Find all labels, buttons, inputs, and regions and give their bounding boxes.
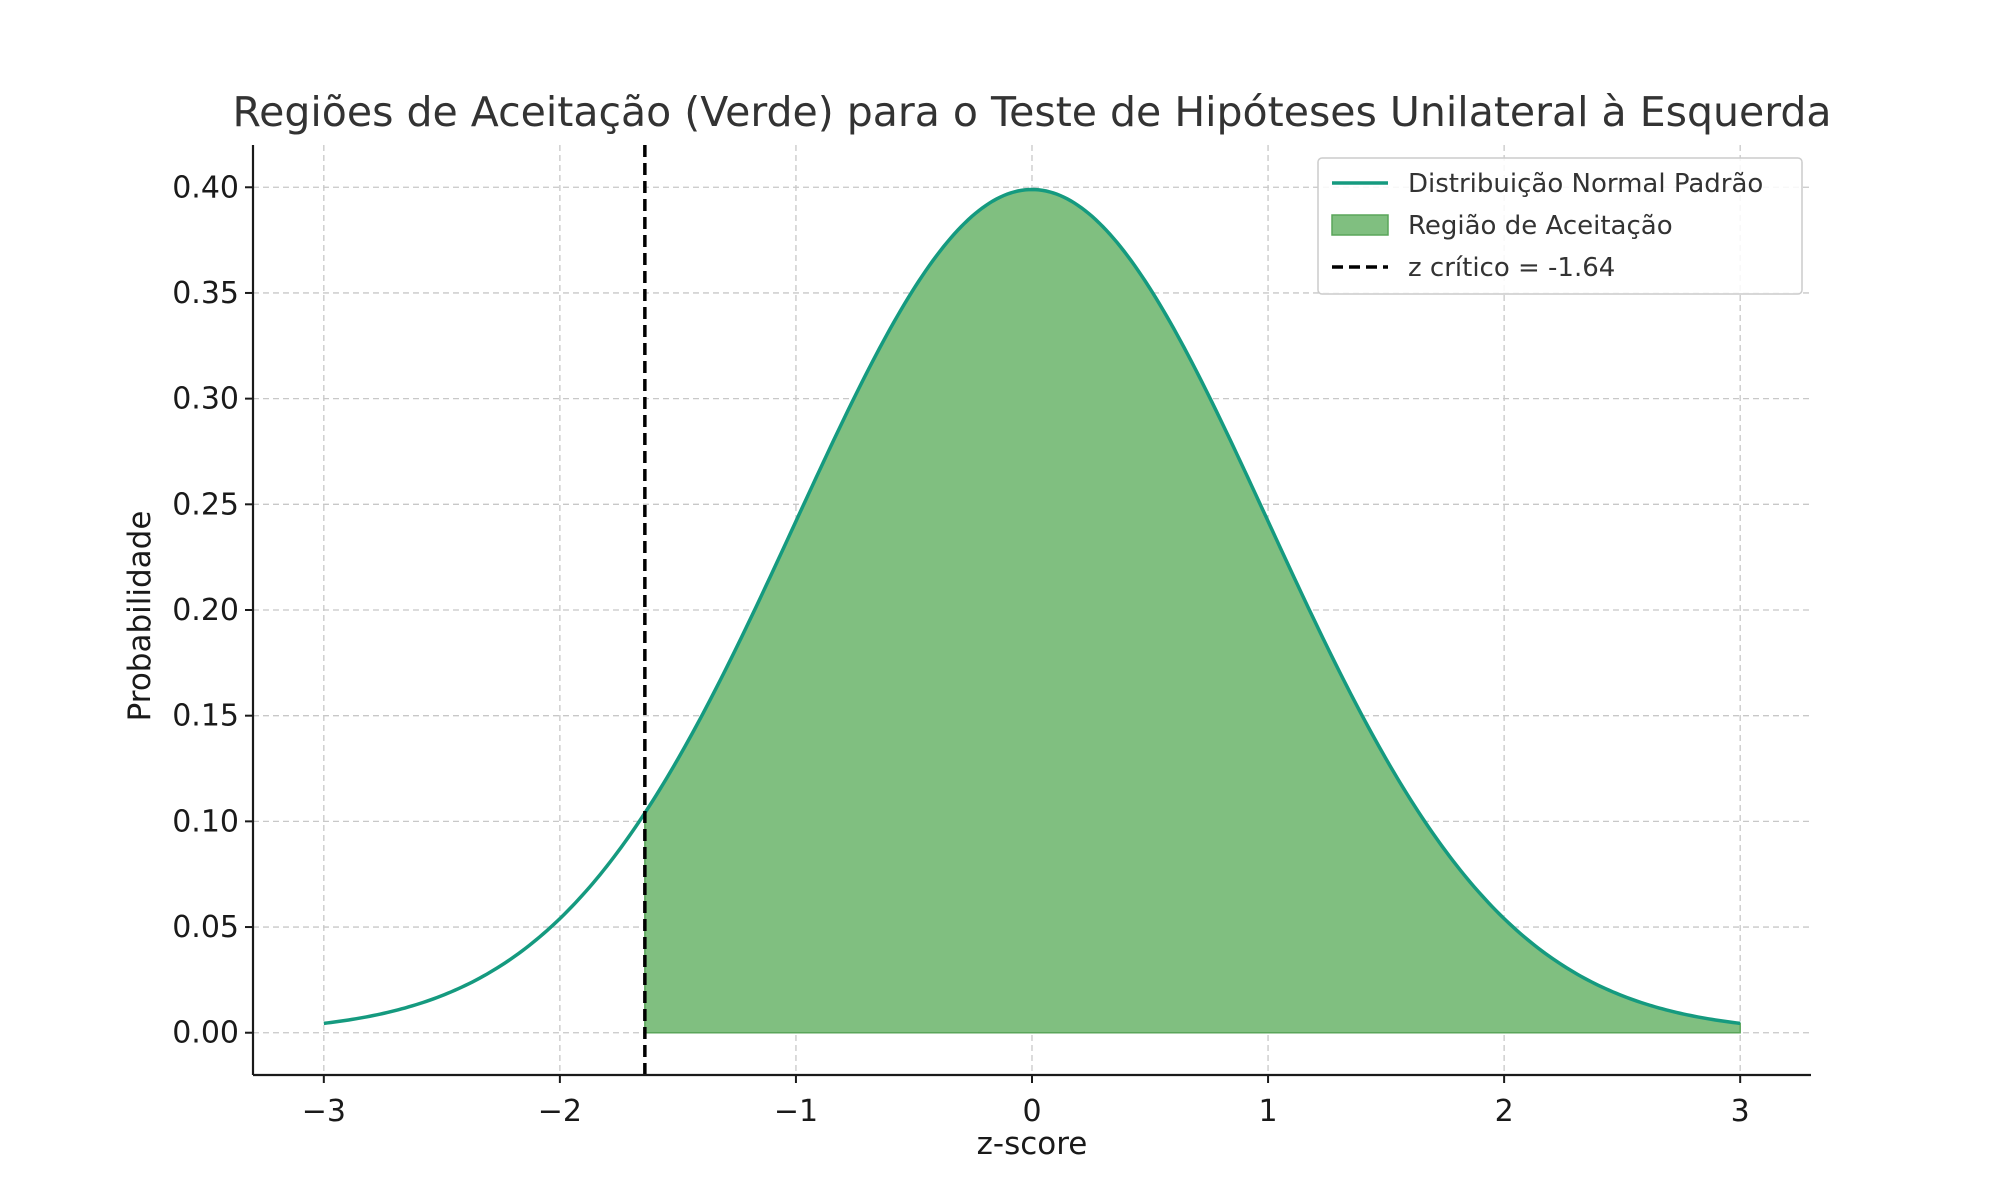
- acceptance-region-fill: [643, 188, 1741, 1034]
- x-tick-label: −1: [774, 1094, 818, 1129]
- y-tick-label: 0.10: [172, 804, 239, 839]
- y-tick-label: 0.15: [172, 699, 239, 734]
- y-tick-label: 0.05: [172, 910, 239, 945]
- x-axis-label: z-score: [977, 1126, 1088, 1162]
- x-tick-label: 3: [1731, 1094, 1750, 1129]
- y-tick-label: 0.25: [172, 487, 239, 522]
- y-tick-label: 0.00: [172, 1016, 239, 1051]
- normal-curve-line: [323, 187, 1741, 1026]
- y-tick-label: 0.40: [172, 170, 239, 205]
- legend-fill-swatch: [1331, 214, 1389, 236]
- chart-title: Regiões de Aceitação (Verde) para o Test…: [233, 88, 1832, 136]
- y-tick-label: 0.20: [172, 593, 239, 628]
- y-axis-label: Probabilidade: [122, 511, 158, 722]
- x-tick-label: −2: [538, 1094, 582, 1129]
- x-tick-label: 1: [1259, 1094, 1278, 1129]
- normal-curve-layer: [323, 187, 1741, 1026]
- x-tick-label: −3: [302, 1094, 346, 1129]
- y-tick-label: 0.30: [172, 382, 239, 417]
- legend-box: [1317, 157, 1803, 295]
- legend-label-critical: z crítico = -1.64: [1408, 253, 1615, 283]
- acceptance-region-layer: [643, 188, 1741, 1034]
- x-tick-label: 0: [1022, 1094, 1041, 1129]
- legend-label-acceptance: Região de Aceitação: [1408, 211, 1673, 241]
- axes: [245, 145, 1811, 1083]
- x-tick-label: 2: [1495, 1094, 1514, 1129]
- tick-labels: −3 −2 −1 0 1 2 3 0.00 0.05 0.10 0.15 0.20 0.25 0.30 0.…: [172, 170, 1750, 1129]
- y-tick-label: 0.35: [172, 276, 239, 311]
- legend-label-normal: Distribuição Normal Padrão: [1408, 169, 1763, 199]
- legend: Distribuição Normal Padrão Região de Ace…: [1317, 157, 1803, 295]
